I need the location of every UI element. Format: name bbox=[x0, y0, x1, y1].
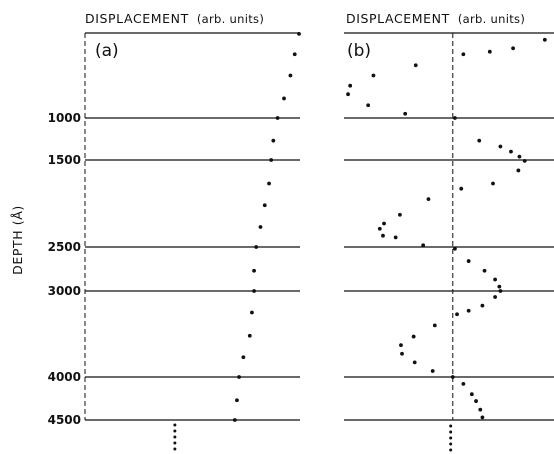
data-point-17 bbox=[491, 181, 495, 186]
data-point-33 bbox=[480, 303, 485, 308]
panel-b: DISPLACEMENT (arb. units) (b) bbox=[344, 11, 554, 452]
tail-point-0 bbox=[449, 424, 453, 428]
tail-point-3 bbox=[449, 442, 453, 446]
data-point-18 bbox=[459, 186, 464, 191]
data-point-24 bbox=[393, 235, 398, 240]
y-tick-label-4500: 4500 bbox=[48, 413, 81, 427]
data-point-26 bbox=[453, 246, 457, 251]
data-point-12 bbox=[498, 144, 503, 149]
tail-point-1 bbox=[173, 429, 177, 433]
data-point-41 bbox=[430, 369, 435, 373]
data-point-14 bbox=[247, 333, 252, 338]
tail-point-2 bbox=[173, 435, 177, 439]
data-point-44 bbox=[469, 392, 474, 397]
x-axis-units: (arb. units) bbox=[458, 12, 525, 26]
panel-a: DISPLACEMENT (arb. units) (a) bbox=[84, 11, 301, 451]
data-point-5 bbox=[371, 73, 376, 78]
x-axis-label: DISPLACEMENT bbox=[346, 11, 450, 26]
data-point-47 bbox=[480, 415, 485, 420]
y-axis-label: DEPTH (Å) bbox=[10, 205, 25, 275]
data-point-3 bbox=[461, 52, 466, 57]
data-point-4 bbox=[275, 116, 280, 120]
y-tick-label-2500: 2500 bbox=[48, 240, 81, 254]
panel-tag: (b) bbox=[347, 41, 371, 61]
y-tick-labels: 1000 1500 2500 3000 4000 4500 bbox=[48, 111, 81, 427]
data-point-4 bbox=[413, 63, 418, 68]
data-point-15 bbox=[522, 158, 527, 163]
data-point-38 bbox=[399, 343, 403, 348]
data-point-36 bbox=[432, 323, 437, 328]
data-point-45 bbox=[474, 399, 478, 403]
tail-point-2 bbox=[449, 436, 453, 440]
data-point-12 bbox=[252, 289, 256, 293]
x-axis-label: DISPLACEMENT bbox=[85, 11, 189, 26]
tail-point-3 bbox=[173, 441, 177, 445]
panel-header: DISPLACEMENT (arb. units) bbox=[346, 11, 525, 26]
data-point-0 bbox=[542, 37, 547, 42]
data-point-9 bbox=[403, 111, 408, 116]
data-point-31 bbox=[498, 289, 503, 293]
data-point-39 bbox=[400, 351, 404, 356]
data-point-20 bbox=[397, 212, 402, 217]
data-point-16 bbox=[516, 168, 521, 173]
data-point-18 bbox=[232, 418, 237, 422]
data-point-14 bbox=[517, 154, 522, 159]
y-tick-label-1000: 1000 bbox=[48, 111, 81, 125]
data-point-34 bbox=[466, 308, 471, 313]
y-tick-label-1500: 1500 bbox=[48, 153, 81, 167]
data-point-42 bbox=[450, 375, 455, 379]
data-point-11 bbox=[477, 138, 482, 143]
data-point-16 bbox=[237, 375, 241, 379]
data-point-6 bbox=[269, 158, 274, 162]
data-point-10 bbox=[453, 116, 457, 120]
tail-point-0 bbox=[173, 423, 177, 427]
tail-point-4 bbox=[449, 448, 453, 452]
data-point-13 bbox=[250, 310, 254, 315]
data-point-46 bbox=[478, 407, 483, 412]
data-point-9 bbox=[258, 225, 263, 229]
data-point-10 bbox=[254, 245, 259, 249]
tail-point-4 bbox=[173, 447, 177, 451]
data-point-35 bbox=[455, 312, 459, 317]
data-point-22 bbox=[377, 226, 382, 231]
data-point-8 bbox=[366, 103, 371, 108]
x-axis-units: (arb. units) bbox=[197, 12, 264, 26]
data-point-43 bbox=[461, 381, 466, 386]
data-point-1 bbox=[292, 52, 297, 57]
data-point-28 bbox=[482, 268, 487, 273]
data-point-19 bbox=[426, 197, 431, 202]
data-point-15 bbox=[241, 355, 246, 360]
data-point-13 bbox=[509, 149, 513, 154]
panel-tag: (a) bbox=[95, 41, 119, 61]
data-point-30 bbox=[497, 284, 502, 289]
data-point-2 bbox=[288, 73, 293, 78]
data-point-0 bbox=[297, 31, 301, 36]
data-point-7 bbox=[267, 181, 271, 186]
data-point-29 bbox=[493, 277, 498, 282]
data-point-25 bbox=[421, 243, 426, 248]
y-tick-label-4000: 4000 bbox=[48, 370, 81, 384]
y-tick-label-3000: 3000 bbox=[48, 284, 81, 298]
data-point-37 bbox=[411, 334, 416, 339]
data-point-8 bbox=[262, 203, 267, 208]
data-point-23 bbox=[381, 233, 385, 238]
data-point-40 bbox=[412, 360, 417, 365]
data-point-6 bbox=[348, 83, 353, 88]
data-point-5 bbox=[271, 138, 276, 143]
data-point-1 bbox=[511, 46, 515, 51]
data-point-11 bbox=[252, 268, 256, 273]
data-point-17 bbox=[235, 398, 239, 403]
panel-header: DISPLACEMENT (arb. units) bbox=[85, 11, 264, 26]
data-point-3 bbox=[282, 96, 286, 101]
data-point-2 bbox=[487, 49, 492, 54]
data-point-27 bbox=[466, 259, 471, 263]
data-point-21 bbox=[382, 221, 386, 226]
tail-point-1 bbox=[449, 430, 453, 434]
data-point-7 bbox=[346, 92, 350, 97]
data-point-32 bbox=[493, 295, 498, 299]
